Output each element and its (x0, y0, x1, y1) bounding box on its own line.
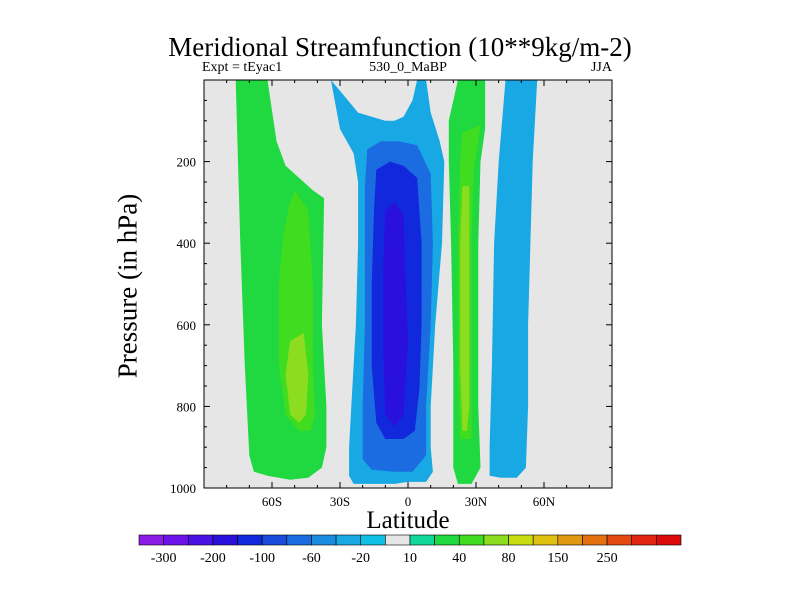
colorbar-label: 40 (452, 551, 466, 566)
colorbar-box (286, 534, 312, 546)
colorbar-box (212, 534, 238, 546)
colorbar-box (582, 534, 608, 546)
colorbar-label: 250 (597, 551, 618, 566)
colorbar-label: -20 (351, 551, 370, 566)
tropical-negative-cell-level--200 (383, 202, 408, 427)
colorbar-box (385, 534, 411, 546)
y-tick-label: 600 (177, 318, 197, 333)
x-tick-label: 60N (533, 494, 556, 509)
colorbar-label: -60 (302, 551, 321, 566)
colorbar-box (163, 534, 189, 546)
y-tick-label: 1000 (170, 481, 196, 496)
colorbar-box (138, 534, 164, 546)
colorbar-box (335, 534, 362, 546)
colorbar-label: 80 (502, 551, 516, 566)
colorbar-box (483, 534, 509, 546)
colorbar-box (458, 534, 485, 546)
nh-negative-cell-level--20 (489, 80, 538, 478)
x-axis-label: Latitude (366, 507, 450, 534)
colorbar-box (434, 534, 460, 546)
colorbar-box (360, 534, 386, 546)
colorbar-box (237, 534, 263, 546)
colorbar-box (606, 534, 633, 546)
colorbar-box (311, 534, 337, 546)
colorbar-label: 150 (547, 551, 568, 566)
x-tick-label: 60S (262, 494, 282, 509)
colorbar-box (656, 534, 682, 546)
experiment-label: Expt = tEyac1 (202, 60, 283, 75)
season-label: JJA (590, 60, 612, 75)
nh-positive-cell-level-80 (460, 186, 470, 431)
x-tick-label: 0 (405, 494, 412, 509)
colorbar-box (187, 534, 214, 546)
colorbar-box (508, 534, 534, 546)
colorbar-box (631, 534, 657, 546)
y-tick-label: 400 (177, 236, 197, 251)
colorbar-box (261, 534, 288, 546)
sh-positive-cell-level-80 (285, 333, 309, 423)
colorbar-label: -200 (200, 551, 226, 566)
colorbar-box (532, 534, 559, 546)
colorbar-box (409, 534, 435, 546)
period-label: 530_0_MaBP (369, 60, 447, 75)
x-tick-label: 30N (465, 494, 488, 509)
colorbar-box (557, 534, 583, 546)
colorbar-label: -100 (249, 551, 275, 566)
colorbar-label: -300 (151, 551, 177, 566)
chart-title: Meridional Streamfunction (10**9kg/m-2) (168, 32, 632, 62)
colorbar-label: 10 (403, 551, 417, 566)
y-tick-label: 200 (177, 155, 197, 170)
x-tick-label: 30S (330, 494, 350, 509)
y-tick-label: 800 (177, 399, 197, 414)
